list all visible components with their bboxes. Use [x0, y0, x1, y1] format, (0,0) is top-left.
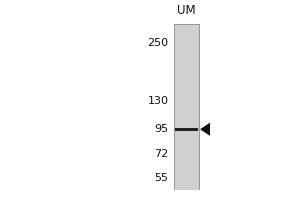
Text: 130: 130 [148, 96, 169, 106]
Bar [174, 24, 199, 190]
Text: 55: 55 [154, 173, 169, 183]
Text: 72: 72 [154, 149, 169, 159]
Text: 250: 250 [148, 38, 169, 48]
Bar [175, 128, 198, 131]
Text: UM: UM [177, 4, 196, 17]
Text: 95: 95 [154, 124, 169, 134]
Polygon shape [200, 123, 210, 136]
